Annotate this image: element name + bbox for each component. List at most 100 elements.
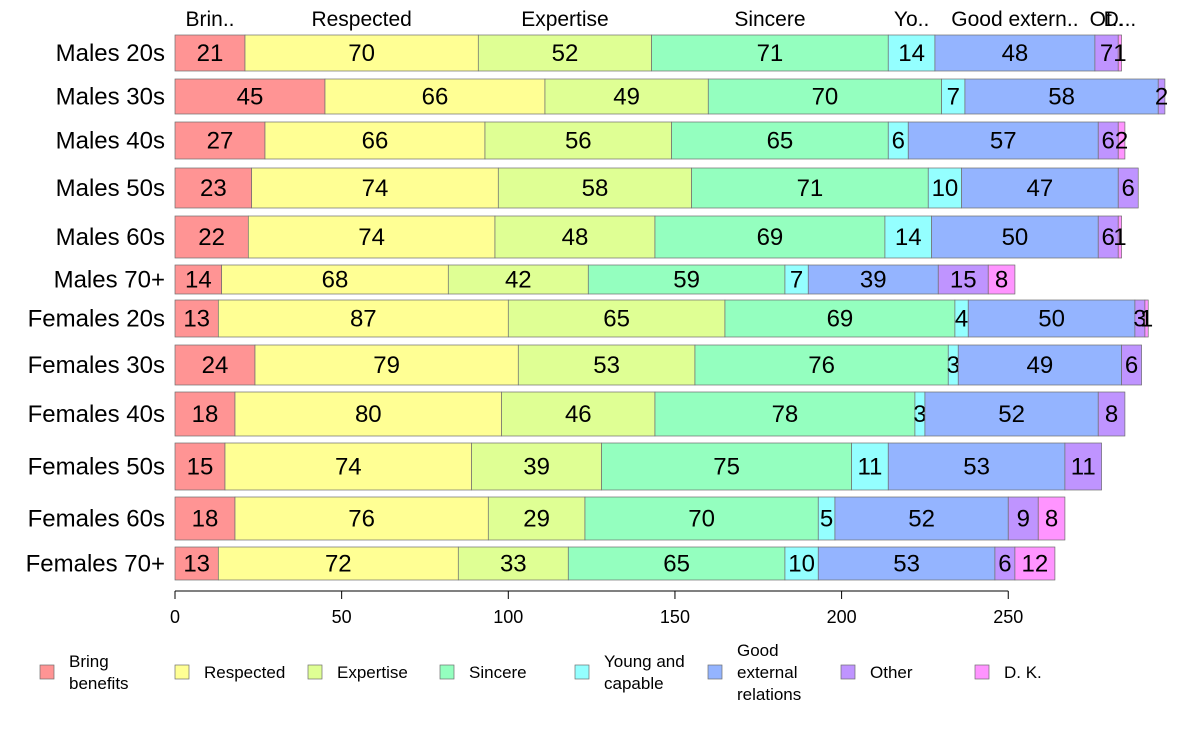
bar-segment <box>221 264 449 295</box>
data-label: 14 <box>898 40 925 67</box>
data-label: 10 <box>932 175 959 202</box>
category-labels: Males 20s Males 30s Males 40s Males 50s Male… <box>26 40 165 578</box>
bar-segment <box>671 121 889 160</box>
data-label: 6 <box>892 128 905 155</box>
x-tick-label: 150 <box>660 607 690 627</box>
bar-segment <box>851 442 889 491</box>
data-label: 49 <box>613 84 640 111</box>
data-label: 11 <box>1071 454 1096 481</box>
data-label: 12 <box>1022 551 1049 578</box>
data-label: 80 <box>355 401 382 428</box>
data-label: 3 <box>1133 306 1146 333</box>
data-label: 69 <box>757 224 784 251</box>
data-label: 6 <box>1122 175 1135 202</box>
data-label: 70 <box>348 40 375 67</box>
bar-segment <box>1117 215 1122 259</box>
bar-segment <box>1117 121 1126 160</box>
data-label: 49 <box>1027 352 1054 379</box>
data-label: 56 <box>565 128 592 155</box>
data-label: 15 <box>187 454 214 481</box>
data-label: 18 <box>192 401 219 428</box>
data-label: 13 <box>183 306 210 333</box>
bar-segment <box>244 34 479 72</box>
bar-segment <box>1037 496 1066 541</box>
legend-swatch <box>307 664 323 680</box>
data-label: 24 <box>202 352 229 379</box>
data-label: 52 <box>552 40 579 67</box>
bar-segment <box>1007 496 1039 541</box>
bar-segment <box>724 299 956 338</box>
bar-segment <box>174 167 253 209</box>
data-label: 1 <box>1140 306 1153 333</box>
data-label: 1 <box>1113 224 1126 251</box>
bar-segment <box>601 442 852 491</box>
data-label: 46 <box>565 401 592 428</box>
bar-segment <box>234 496 489 541</box>
data-label: 50 <box>1002 224 1029 251</box>
category-label: Males 30s <box>56 84 165 111</box>
data-label: 7 <box>947 84 960 111</box>
bar-segment <box>817 546 996 581</box>
legend-label: Sincere <box>469 663 527 682</box>
legend-swatch <box>707 664 723 680</box>
data-label: 65 <box>603 306 630 333</box>
bar-segment <box>1117 34 1122 72</box>
data-label: 9 <box>1017 506 1030 533</box>
legend-label: Young and <box>604 652 685 671</box>
bar-segment <box>264 121 486 160</box>
bar-segment <box>507 299 726 338</box>
bar-segment <box>887 442 1066 491</box>
category-label: Females 50s <box>28 454 165 481</box>
legend-label: Other <box>870 663 913 682</box>
data-label: 71 <box>797 175 824 202</box>
bar-segment <box>961 167 1119 209</box>
bar-segment <box>834 496 1009 541</box>
category-label: Males 40s <box>56 128 165 155</box>
category-label: Females 30s <box>28 352 165 379</box>
legend: Bring benefits Respected Expertise Sincere Yo… <box>39 641 1042 704</box>
bar-segment <box>957 344 1122 386</box>
top-series-labels: Brin.. Respected Expertise Sincere Yo.. Good … <box>185 8 1136 31</box>
legend-label: Bring <box>69 652 109 671</box>
data-label: 29 <box>523 506 550 533</box>
bar-segment <box>1144 299 1149 338</box>
bar-segment <box>174 78 326 115</box>
data-label: 74 <box>335 454 362 481</box>
data-label: 47 <box>1027 175 1054 202</box>
bar-segment <box>247 215 496 259</box>
data-label: 87 <box>350 306 377 333</box>
bar-segment <box>251 167 499 209</box>
category-label: Males 50s <box>56 175 165 202</box>
bar-area: 21 70 52 71 14 48 7 145 66 49 70 7 58 227 66 56 65 6 57 6 22… <box>174 34 1168 581</box>
data-label: 1 <box>1113 40 1126 67</box>
data-label: 79 <box>373 352 400 379</box>
x-axis: 0 50 100 150 200 250 <box>170 590 1023 627</box>
bar-segment <box>987 264 1016 295</box>
bar-segment <box>654 215 886 259</box>
bar-segment <box>587 264 786 295</box>
bar-segment <box>174 299 219 338</box>
data-label: 11 <box>857 454 882 481</box>
data-label: 42 <box>505 267 532 294</box>
bar-segment <box>174 344 256 386</box>
data-label: 39 <box>523 454 550 481</box>
bar-segment <box>174 546 219 581</box>
data-label: 8 <box>995 267 1008 294</box>
bar-segment <box>1117 167 1139 209</box>
data-label: 45 <box>237 84 264 111</box>
bar-segment <box>457 546 569 581</box>
legend-label: external <box>737 663 797 682</box>
x-tick-label: 100 <box>493 607 523 627</box>
bar-segment <box>807 264 939 295</box>
legend-swatch <box>174 664 190 680</box>
category-label: Males 60s <box>56 224 165 251</box>
data-label: 50 <box>1038 306 1065 333</box>
data-label: 8 <box>1045 506 1058 533</box>
data-label: 52 <box>998 401 1025 428</box>
bar-segment <box>254 344 519 386</box>
legend-swatch <box>39 664 55 680</box>
bar-segment <box>654 391 916 437</box>
data-label: 58 <box>582 175 609 202</box>
data-label: 13 <box>183 551 210 578</box>
data-label: 53 <box>963 454 990 481</box>
